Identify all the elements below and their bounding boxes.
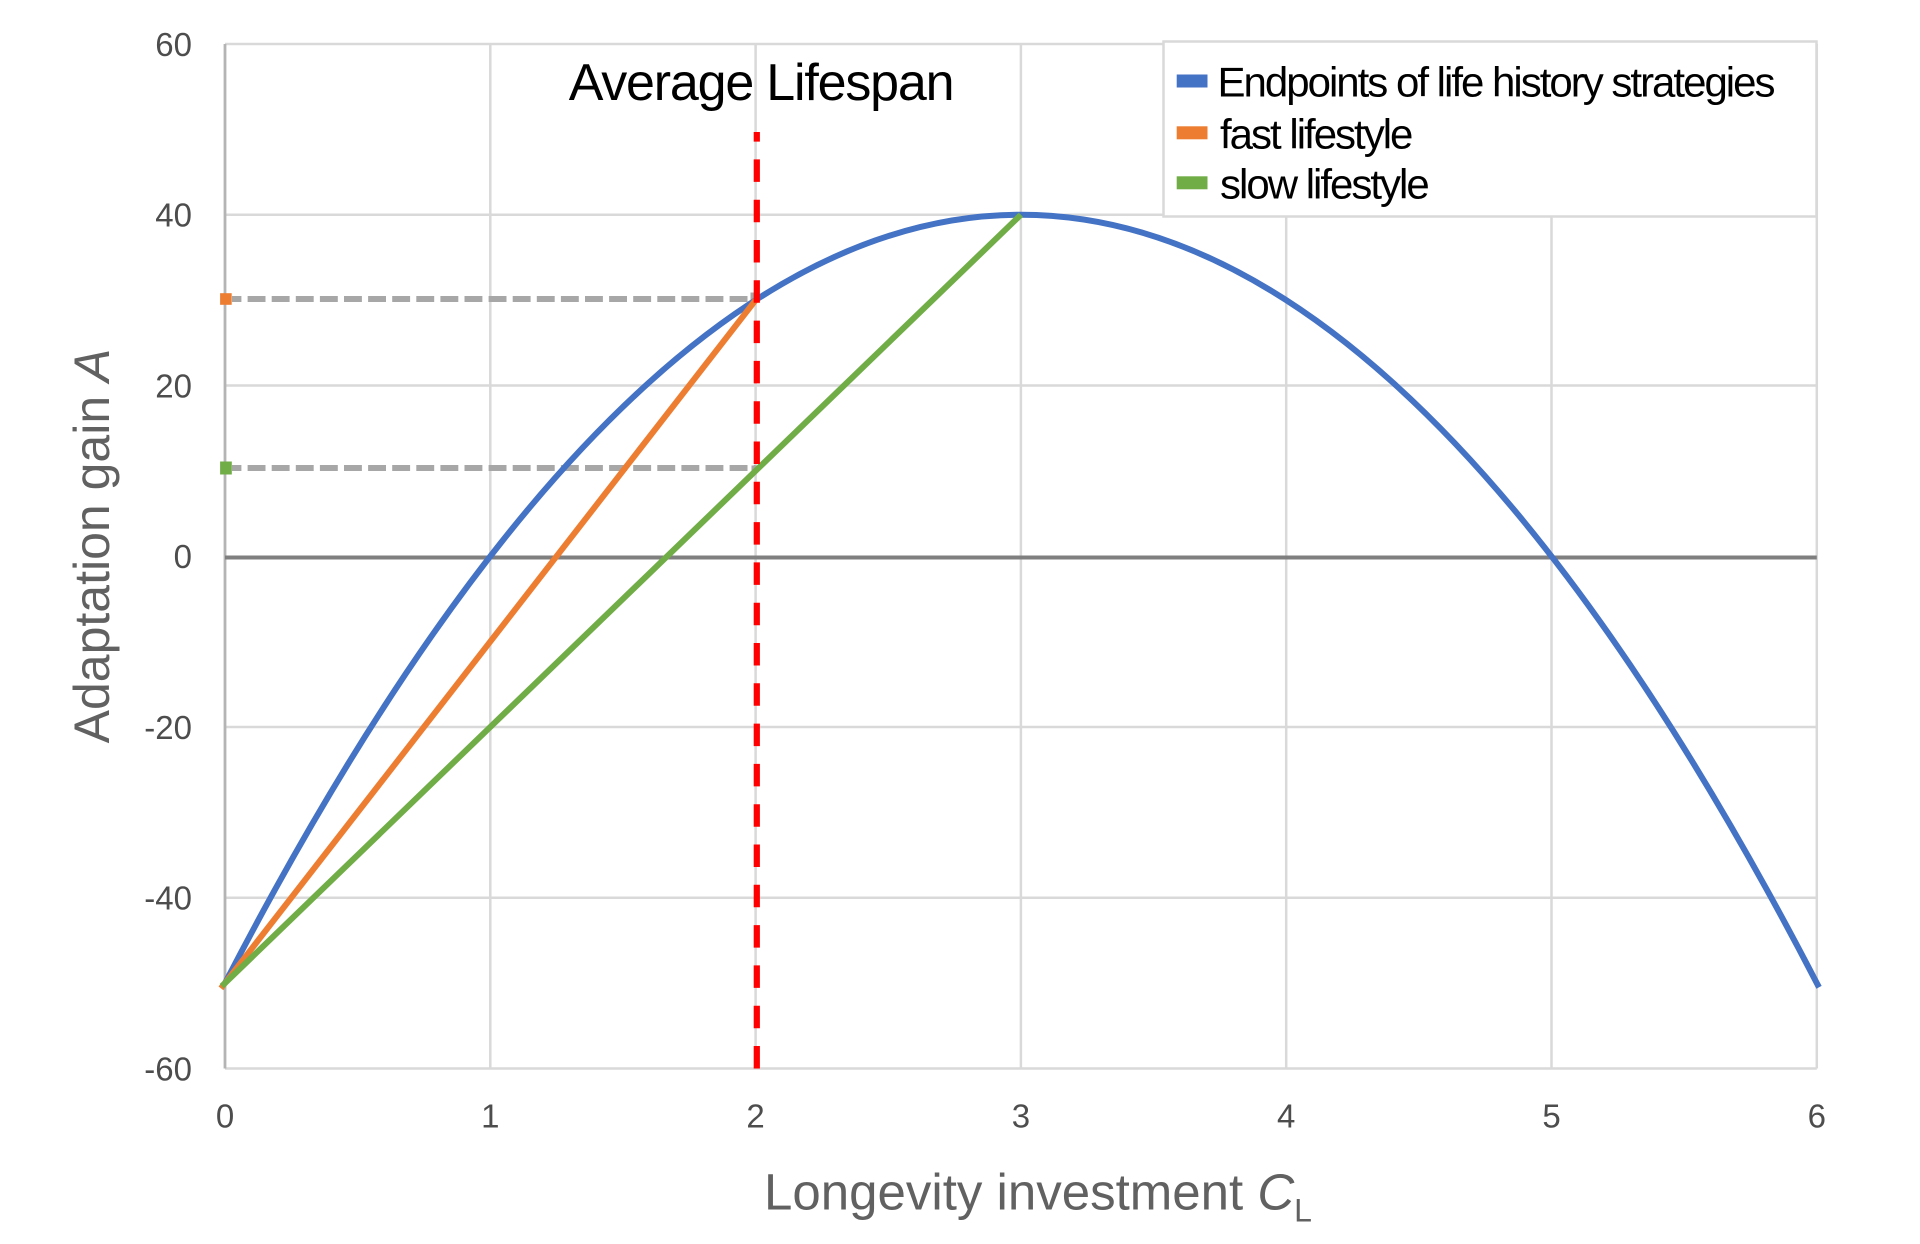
svg-text:3: 3 (1012, 1098, 1030, 1135)
svg-text:0: 0 (216, 1098, 234, 1135)
svg-text:-60: -60 (144, 1050, 192, 1087)
svg-text:fast lifestyle: fast lifestyle (1220, 110, 1412, 157)
svg-text:60: 60 (155, 26, 192, 63)
svg-text:20: 20 (155, 367, 192, 404)
svg-text:-40: -40 (144, 880, 192, 917)
svg-text:2: 2 (746, 1098, 764, 1135)
svg-text:0: 0 (174, 538, 192, 575)
svg-text:4: 4 (1277, 1098, 1295, 1135)
svg-text:Endpoints of life history stra: Endpoints of life history strategies (1218, 59, 1775, 106)
svg-text:slow lifestyle: slow lifestyle (1220, 160, 1428, 207)
svg-text:-20: -20 (144, 709, 192, 746)
svg-text:Adaptation gain A: Adaptation gain A (64, 349, 120, 744)
svg-text:5: 5 (1542, 1098, 1560, 1135)
svg-text:6: 6 (1808, 1098, 1826, 1135)
svg-text:Longevity investment CL: Longevity investment CL (764, 1164, 1312, 1229)
svg-text:1: 1 (481, 1098, 499, 1135)
svg-text:40: 40 (155, 197, 192, 234)
svg-text:Average Lifespan: Average Lifespan (569, 54, 954, 112)
